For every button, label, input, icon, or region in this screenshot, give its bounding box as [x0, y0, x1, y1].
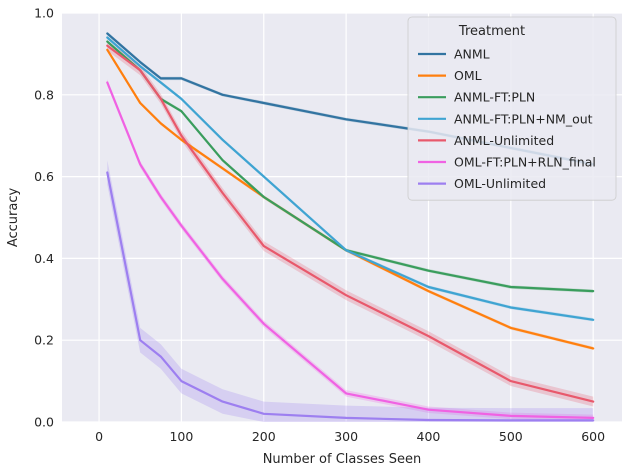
y-tick-label: 0.8	[34, 87, 54, 102]
x-tick-label: 200	[252, 429, 276, 444]
x-tick-label: 600	[581, 429, 605, 444]
legend-title: Treatment	[458, 24, 525, 39]
y-tick-label: 0.0	[34, 415, 54, 430]
legend-label: ANML-FT:PLN+NM_out	[454, 111, 593, 126]
y-axis-label: Accuracy	[6, 188, 21, 248]
y-tick-label: 1.0	[34, 6, 54, 21]
series-line	[106, 81, 595, 419]
x-tick-label: 100	[169, 429, 193, 444]
legend-items: ANML OML ANML-FT:PLN ANML-FT:PLN+NM_out ANML…	[418, 47, 596, 191]
legend-label: ANML-Unlimited	[454, 133, 554, 148]
series-lines	[106, 32, 595, 422]
x-tick-label: 300	[334, 429, 358, 444]
legend-label: OML	[454, 68, 482, 83]
x-tick-label: 400	[417, 429, 441, 444]
legend-box	[407, 16, 617, 201]
y-tick-label: 0.2	[34, 333, 54, 348]
x-tick-label: 0	[95, 429, 103, 444]
series-line	[106, 48, 595, 350]
x-tick-label: 500	[499, 429, 523, 444]
legend-label: ANML	[454, 47, 490, 62]
series-line	[106, 36, 595, 321]
legend-label: ANML-FT:PLN	[454, 90, 535, 105]
y-tick-label: 0.6	[34, 169, 54, 184]
tick-labels: 0 100 200 300 400 500 600 0.0 0.2 0.4 0.6 0.8 1.0	[34, 6, 605, 445]
series-line	[106, 171, 595, 422]
legend-label: OML-Unlimited	[454, 176, 546, 191]
y-tick-label: 0.4	[34, 251, 54, 266]
legend-label: OML-FT:PLN+RLN_final	[454, 155, 596, 170]
x-axis-label: Number of Classes Seen	[263, 452, 422, 467]
legend: Treatment ANML OML ANML-FT:PLN ANML-FT:PLN+…	[407, 16, 617, 201]
series-line	[106, 44, 595, 403]
